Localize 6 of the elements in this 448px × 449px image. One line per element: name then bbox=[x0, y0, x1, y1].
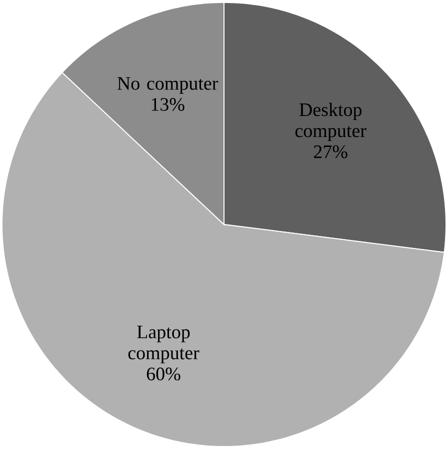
slice-label: No computer bbox=[117, 77, 218, 94]
slice-label: Desktop computer bbox=[295, 102, 366, 142]
data-label: 27% bbox=[314, 145, 348, 158]
data-label: 60% bbox=[146, 368, 180, 380]
slice-label: Laptop computer bbox=[128, 326, 200, 364]
data-label: 13% bbox=[152, 98, 184, 111]
